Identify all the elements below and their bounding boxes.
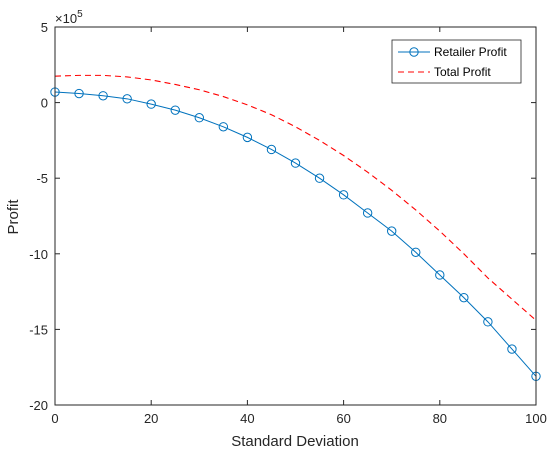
y-axis-label: Profit <box>5 199 22 235</box>
data-point <box>314 173 325 183</box>
data-point <box>194 113 205 123</box>
axes-box <box>54 26 537 406</box>
x-tick-label: 100 <box>525 411 547 426</box>
data-point <box>435 270 445 280</box>
data-point <box>338 190 349 200</box>
data-point <box>411 247 421 257</box>
x-tick-label: 0 <box>51 411 58 426</box>
y-tick-label: -5 <box>36 171 48 186</box>
data-point <box>483 317 493 327</box>
y-exponent-power: 5 <box>77 9 83 20</box>
legend: Retailer Profit Total Profit <box>391 39 522 84</box>
data-point <box>507 344 517 354</box>
series-layer <box>50 74 541 381</box>
data-point <box>290 158 301 168</box>
series-line-1 <box>54 74 537 321</box>
data-point <box>146 99 156 109</box>
plot-area <box>55 27 536 405</box>
data-point <box>362 208 373 218</box>
x-tick-label: 40 <box>240 411 254 426</box>
x-tick-label: 80 <box>433 411 447 426</box>
data-point <box>387 226 397 236</box>
data-point <box>459 292 469 303</box>
series-line-0 <box>54 91 537 377</box>
axes-layer: 0 20 40 60 80 100 -20 -15 -10 -5 0 5 <box>29 20 547 426</box>
y-tick-label: -15 <box>29 322 48 337</box>
legend-label-0: Retailer Profit <box>434 45 507 59</box>
data-point <box>122 94 132 104</box>
legend-label-1: Total Profit <box>434 65 491 79</box>
x-tick-label: 20 <box>144 411 158 426</box>
y-tick-label: 5 <box>41 20 48 35</box>
data-point <box>218 122 229 132</box>
data-point <box>266 144 277 155</box>
x-axis-label: Standard Deviation <box>231 433 359 450</box>
y-tick-label: 0 <box>41 96 48 111</box>
y-tick-label: -10 <box>29 247 48 262</box>
y-exponent-label: ×105 <box>55 9 83 26</box>
data-point <box>242 132 253 143</box>
legend-box <box>391 39 522 84</box>
legend-marker-0 <box>409 47 419 57</box>
data-point <box>74 88 84 99</box>
y-tick-label: -20 <box>29 398 48 413</box>
data-point <box>170 105 180 115</box>
data-point <box>98 91 108 101</box>
x-tick-label: 60 <box>336 411 350 426</box>
